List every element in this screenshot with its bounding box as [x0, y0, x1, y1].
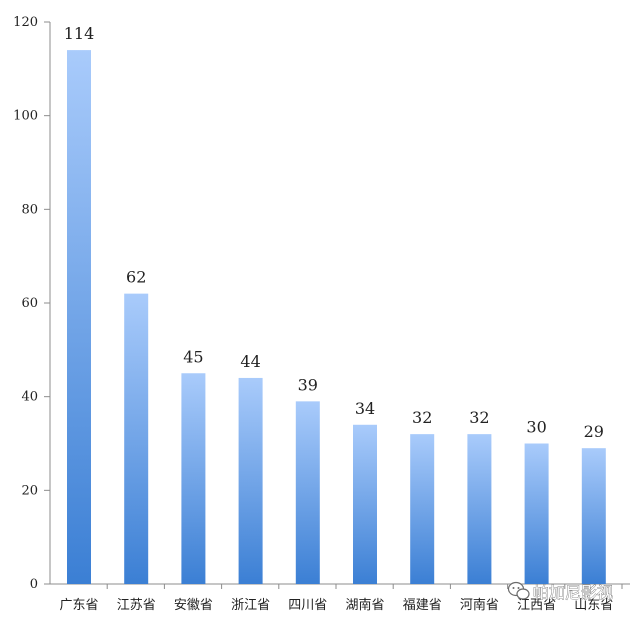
data-label: 114	[64, 24, 95, 43]
x-tick-label: 河南省	[460, 597, 499, 613]
bar	[67, 50, 91, 585]
x-tick-label: 福建省	[403, 598, 442, 613]
data-label: 29	[584, 422, 604, 441]
y-tick-label: 0	[30, 577, 38, 592]
bar	[181, 373, 206, 584]
wechat-icon	[507, 581, 530, 600]
data-label: 62	[126, 268, 146, 287]
y-tick-label: 120	[13, 15, 38, 30]
bar	[524, 443, 549, 584]
x-tick-label: 安徽省	[174, 598, 213, 613]
watermark: 帕加尼影视	[507, 581, 613, 602]
bar	[467, 434, 492, 584]
data-label: 39	[298, 375, 318, 394]
data-label: 30	[526, 418, 546, 437]
x-tick-label: 四川省	[288, 598, 327, 613]
data-label: 32	[469, 408, 489, 427]
y-tick-label: 20	[21, 483, 38, 498]
data-label: 44	[240, 352, 260, 371]
x-tick-label: 江苏省	[117, 597, 156, 613]
data-label: 32	[412, 408, 432, 427]
x-tick-label: 山东省	[574, 598, 613, 613]
y-tick-label: 80	[21, 202, 38, 217]
y-tick-label: 40	[21, 390, 38, 405]
data-label: 34	[355, 399, 375, 418]
bar	[353, 424, 377, 584]
labels: 114 广东省 62 江苏省 45 安徽省 44 浙江省 39 四川省 34 湖南省 32 福建省 32 河南…	[59, 24, 613, 613]
bars	[67, 50, 606, 585]
y-tick-label: 100	[13, 109, 38, 124]
bar	[410, 434, 435, 584]
x-tick-label: 浙江省	[231, 598, 270, 613]
bar	[295, 401, 320, 584]
x-tick-label: 江西省	[517, 598, 556, 613]
x-tick-label: 湖南省	[345, 597, 384, 613]
bar	[124, 293, 149, 584]
y-tick-label: 60	[21, 296, 38, 311]
data-label: 45	[183, 347, 203, 366]
watermark-text: 帕加尼影视	[533, 583, 613, 602]
bar	[238, 377, 263, 584]
bar	[581, 448, 606, 584]
x-tick-label: 广东省	[59, 598, 98, 613]
